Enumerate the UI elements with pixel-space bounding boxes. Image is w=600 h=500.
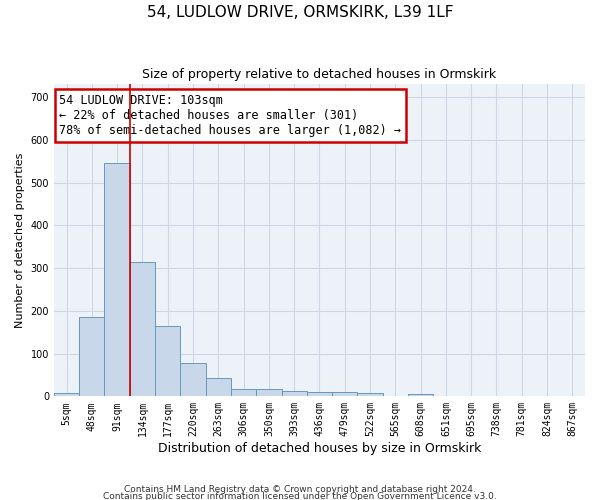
X-axis label: Distribution of detached houses by size in Ormskirk: Distribution of detached houses by size … bbox=[158, 442, 481, 455]
Bar bbox=[181, 364, 206, 396]
Bar bbox=[231, 388, 256, 396]
Text: Contains public sector information licensed under the Open Government Licence v3: Contains public sector information licen… bbox=[103, 492, 497, 500]
Text: Contains HM Land Registry data © Crown copyright and database right 2024.: Contains HM Land Registry data © Crown c… bbox=[124, 486, 476, 494]
Bar bbox=[307, 392, 332, 396]
Title: Size of property relative to detached houses in Ormskirk: Size of property relative to detached ho… bbox=[142, 68, 497, 80]
Bar bbox=[332, 392, 358, 396]
Bar bbox=[79, 318, 104, 396]
Text: 54 LUDLOW DRIVE: 103sqm
← 22% of detached houses are smaller (301)
78% of semi-d: 54 LUDLOW DRIVE: 103sqm ← 22% of detache… bbox=[59, 94, 401, 137]
Y-axis label: Number of detached properties: Number of detached properties bbox=[15, 152, 25, 328]
Bar bbox=[104, 164, 130, 396]
Bar bbox=[54, 393, 79, 396]
Bar bbox=[408, 394, 433, 396]
Bar bbox=[358, 393, 383, 396]
Bar bbox=[206, 378, 231, 396]
Bar bbox=[281, 391, 307, 396]
Text: 54, LUDLOW DRIVE, ORMSKIRK, L39 1LF: 54, LUDLOW DRIVE, ORMSKIRK, L39 1LF bbox=[147, 5, 453, 20]
Bar bbox=[256, 388, 281, 396]
Bar bbox=[130, 262, 155, 396]
Bar bbox=[155, 326, 181, 396]
